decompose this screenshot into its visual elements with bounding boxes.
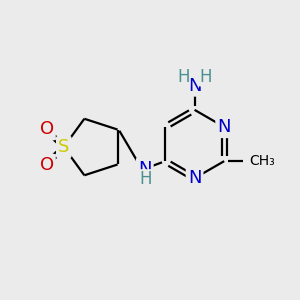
Text: H: H (200, 68, 212, 85)
Text: N: N (188, 76, 201, 94)
Text: S: S (58, 138, 70, 156)
Text: H: H (139, 170, 152, 188)
Text: N: N (188, 169, 201, 187)
Text: H: H (177, 68, 190, 85)
Text: O: O (40, 120, 54, 138)
Text: O: O (40, 156, 54, 174)
Text: CH₃: CH₃ (249, 154, 275, 168)
Text: N: N (138, 160, 152, 178)
Text: N: N (218, 118, 231, 136)
